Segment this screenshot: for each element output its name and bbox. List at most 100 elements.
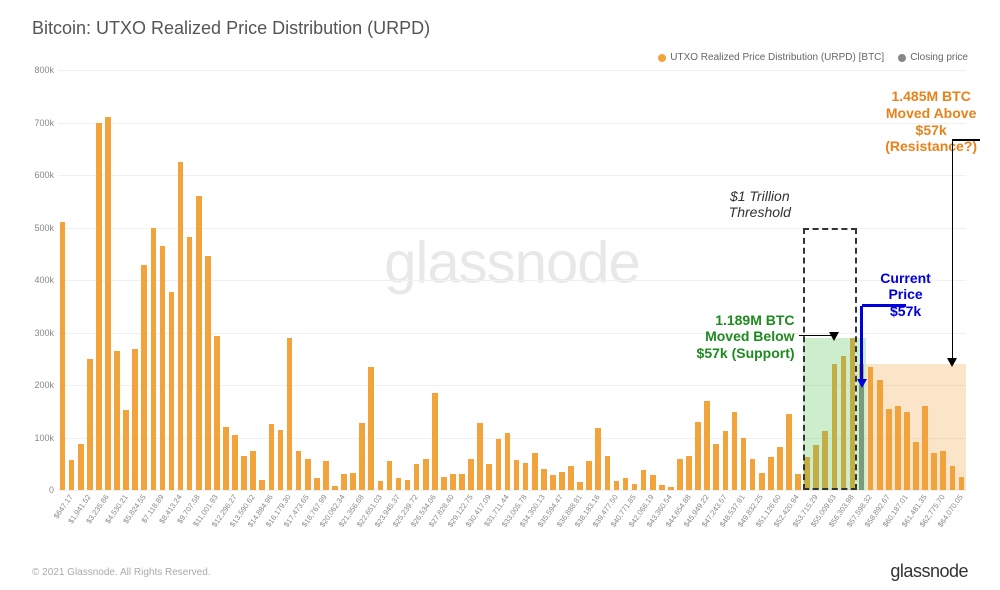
bar (405, 480, 411, 491)
bar (877, 380, 883, 490)
bar (250, 451, 256, 490)
y-axis: 0100k200k300k400k500k600k700k800k (14, 70, 54, 490)
bar (114, 351, 120, 490)
bar (132, 349, 138, 490)
bar (305, 459, 311, 491)
bar (568, 466, 574, 490)
y-tick-label: 700k (14, 118, 54, 128)
y-tick-label: 300k (14, 328, 54, 338)
bar (614, 481, 620, 490)
bar (868, 367, 874, 490)
bar (151, 228, 157, 491)
bar (60, 222, 66, 490)
bar (378, 481, 384, 490)
bar (105, 117, 111, 490)
y-tick-label: 600k (14, 170, 54, 180)
copyright-text: © 2021 Glassnode. All Rights Reserved. (32, 567, 211, 578)
bar (895, 406, 901, 490)
annotation-threshold: $1 TrillionThreshold (729, 188, 791, 222)
bar (278, 430, 284, 490)
bar (396, 478, 402, 490)
bar (514, 460, 520, 490)
closing-price-bar (859, 385, 865, 490)
bar (223, 427, 229, 490)
bar (586, 461, 592, 490)
bar (486, 464, 492, 490)
arrow-line (799, 335, 835, 337)
bar (832, 364, 838, 490)
bar (96, 123, 102, 491)
bar (841, 356, 847, 490)
arrow-line (834, 334, 836, 336)
bar (450, 474, 456, 490)
bar (468, 459, 474, 491)
bar (241, 456, 247, 490)
bar (496, 439, 502, 490)
arrow-line (952, 140, 954, 360)
bar (160, 246, 166, 490)
bar (813, 445, 819, 490)
bar (950, 466, 956, 490)
bar (187, 237, 193, 490)
bar (922, 406, 928, 490)
bar (505, 433, 511, 490)
gridline (58, 175, 966, 176)
bar (605, 456, 611, 490)
bar (759, 473, 765, 490)
bar (414, 464, 420, 490)
bar (123, 410, 129, 490)
bar (777, 447, 783, 490)
bar (704, 401, 710, 490)
bar (441, 477, 447, 490)
bar (741, 438, 747, 491)
bar (232, 435, 238, 490)
bar (477, 423, 483, 490)
bar (287, 338, 293, 490)
bar (296, 451, 302, 490)
bar (695, 422, 701, 490)
annotation-support: 1.189M BTCMoved Below$57k (Support) (697, 312, 795, 362)
bar (623, 478, 629, 490)
bar (541, 469, 547, 490)
gridline (58, 228, 966, 229)
bar (432, 393, 438, 490)
bar (359, 423, 365, 490)
gridline (58, 333, 966, 334)
chart-title: Bitcoin: UTXO Realized Price Distributio… (32, 18, 430, 39)
bar (368, 367, 374, 490)
bar (214, 336, 220, 490)
bar (532, 453, 538, 490)
bar (768, 457, 774, 490)
bar (913, 442, 919, 490)
bar (577, 482, 583, 490)
legend-item-urpd: UTXO Realized Price Distribution (URPD) … (658, 52, 884, 63)
legend-item-closing: Closing price (898, 52, 968, 63)
bar (904, 412, 910, 490)
bar (341, 474, 347, 490)
bar (459, 474, 465, 490)
bar (677, 459, 683, 491)
bar (750, 459, 756, 491)
bar (141, 265, 147, 490)
bar (423, 459, 429, 491)
bar (641, 470, 647, 490)
bar (822, 431, 828, 490)
brand-logo: glassnode (890, 561, 968, 582)
bar (559, 472, 565, 490)
bar (169, 292, 175, 490)
bar (387, 461, 393, 490)
bar (713, 444, 719, 490)
bar (940, 451, 946, 490)
bar (723, 431, 729, 490)
legend-label-closing: Closing price (910, 52, 968, 63)
annotation-resistance: 1.485M BTCMoved Above$57k (Resistance?) (885, 88, 977, 155)
y-tick-label: 100k (14, 433, 54, 443)
bar (804, 457, 810, 490)
bar (732, 412, 738, 490)
legend-swatch-closing (898, 54, 906, 62)
bar (323, 461, 329, 490)
gridline (58, 438, 966, 439)
bar (959, 477, 965, 490)
y-tick-label: 200k (14, 380, 54, 390)
legend-swatch-urpd (658, 54, 666, 62)
